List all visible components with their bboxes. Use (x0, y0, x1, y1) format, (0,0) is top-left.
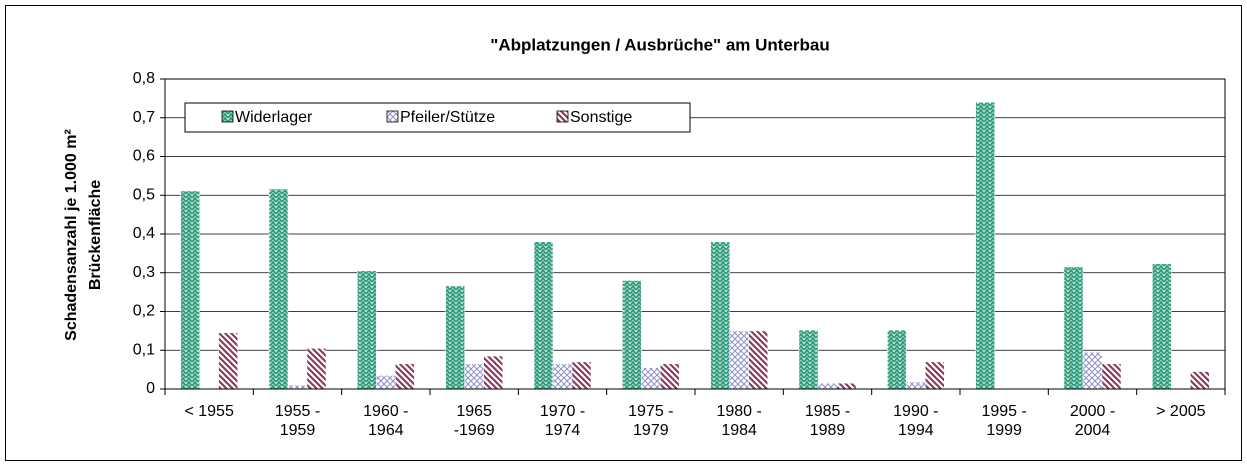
bar (887, 329, 907, 390)
bar (180, 190, 200, 390)
y-tick-label: 0,3 (133, 264, 155, 281)
x-tick-label: 1955 - (275, 403, 320, 420)
y-tick-label: 0,7 (133, 109, 155, 126)
bar (445, 285, 465, 390)
x-tick-label: 1999 (986, 422, 1022, 439)
bar (552, 363, 573, 390)
y-tick-label: 0,2 (133, 303, 155, 320)
bar (817, 382, 838, 390)
bar (533, 241, 554, 390)
bar (748, 330, 768, 390)
legend-label: Pfeiler/Stütze (400, 109, 495, 126)
bar (925, 361, 945, 390)
x-tick-label: 1965 (456, 403, 492, 420)
bar (906, 381, 926, 390)
bar (1063, 266, 1084, 390)
x-tick-label: 1984 (721, 422, 757, 439)
bar (710, 241, 730, 390)
bar (218, 332, 238, 390)
y-tick-label: 0,6 (133, 148, 155, 165)
x-tick-label: 1974 (545, 422, 581, 439)
x-tick-label: 1964 (368, 422, 404, 439)
x-tick-label: 1970 - (540, 403, 585, 420)
legend-label: Widerlager (235, 109, 313, 126)
bar (268, 188, 289, 390)
bar (571, 361, 592, 390)
y-axis-title: Schadensanzahl je 1.000 m² Brückenfläche (63, 129, 104, 341)
x-tick-label: 1979 (633, 422, 669, 439)
legend-swatch (386, 110, 399, 123)
y-tick-label: 0,8 (133, 70, 155, 87)
x-tick-label: 1985 - (805, 403, 850, 420)
legend-box (184, 102, 691, 133)
x-tick-label: > 2005 (1156, 403, 1205, 420)
bar (729, 330, 749, 390)
bar (1082, 351, 1103, 390)
y-tick-label: 0 (146, 380, 155, 397)
bar (357, 270, 377, 390)
x-tick-label: 2004 (1075, 422, 1111, 439)
y-tick-label: 0,1 (133, 341, 155, 358)
legend-label: Sonstige (570, 109, 632, 126)
x-tick-label: 1989 (810, 422, 846, 439)
bar (464, 363, 484, 390)
y-axis-title-line: Brückenfläche (87, 180, 104, 290)
y-tick-label: 0,4 (133, 225, 155, 242)
legend-swatch (556, 110, 569, 123)
x-tick-label: 2000 - (1070, 403, 1115, 420)
bar (660, 363, 680, 390)
x-tick-label: 1975 - (628, 403, 673, 420)
x-tick-label: 1959 (280, 422, 316, 439)
bar (287, 384, 308, 390)
bar (1101, 363, 1122, 390)
bar (836, 382, 857, 390)
bar (306, 348, 327, 390)
y-tick-label: 0,5 (133, 186, 155, 203)
chart-title: "Abplatzungen / Ausbrüche" am Unterbau (490, 35, 829, 54)
bar (622, 280, 642, 390)
x-tick-label: 1994 (898, 422, 934, 439)
bar (1190, 371, 1210, 390)
bar (641, 367, 661, 390)
bar (798, 329, 819, 390)
bar (395, 363, 415, 390)
x-tick-label: 1995 - (981, 403, 1026, 420)
y-axis-title-line: Schadensanzahl je 1.000 m² (63, 129, 80, 341)
x-tick-label: 1960 - (363, 403, 408, 420)
bar (483, 355, 503, 390)
bar (376, 375, 396, 390)
x-tick-label: < 1955 (184, 403, 233, 420)
x-tick-label: 1980 - (716, 403, 761, 420)
bar (975, 102, 995, 390)
x-tick-label: 1990 - (893, 403, 938, 420)
x-tick-label: -1969 (454, 422, 495, 439)
legend-swatch (221, 110, 234, 123)
bar (1152, 263, 1172, 390)
